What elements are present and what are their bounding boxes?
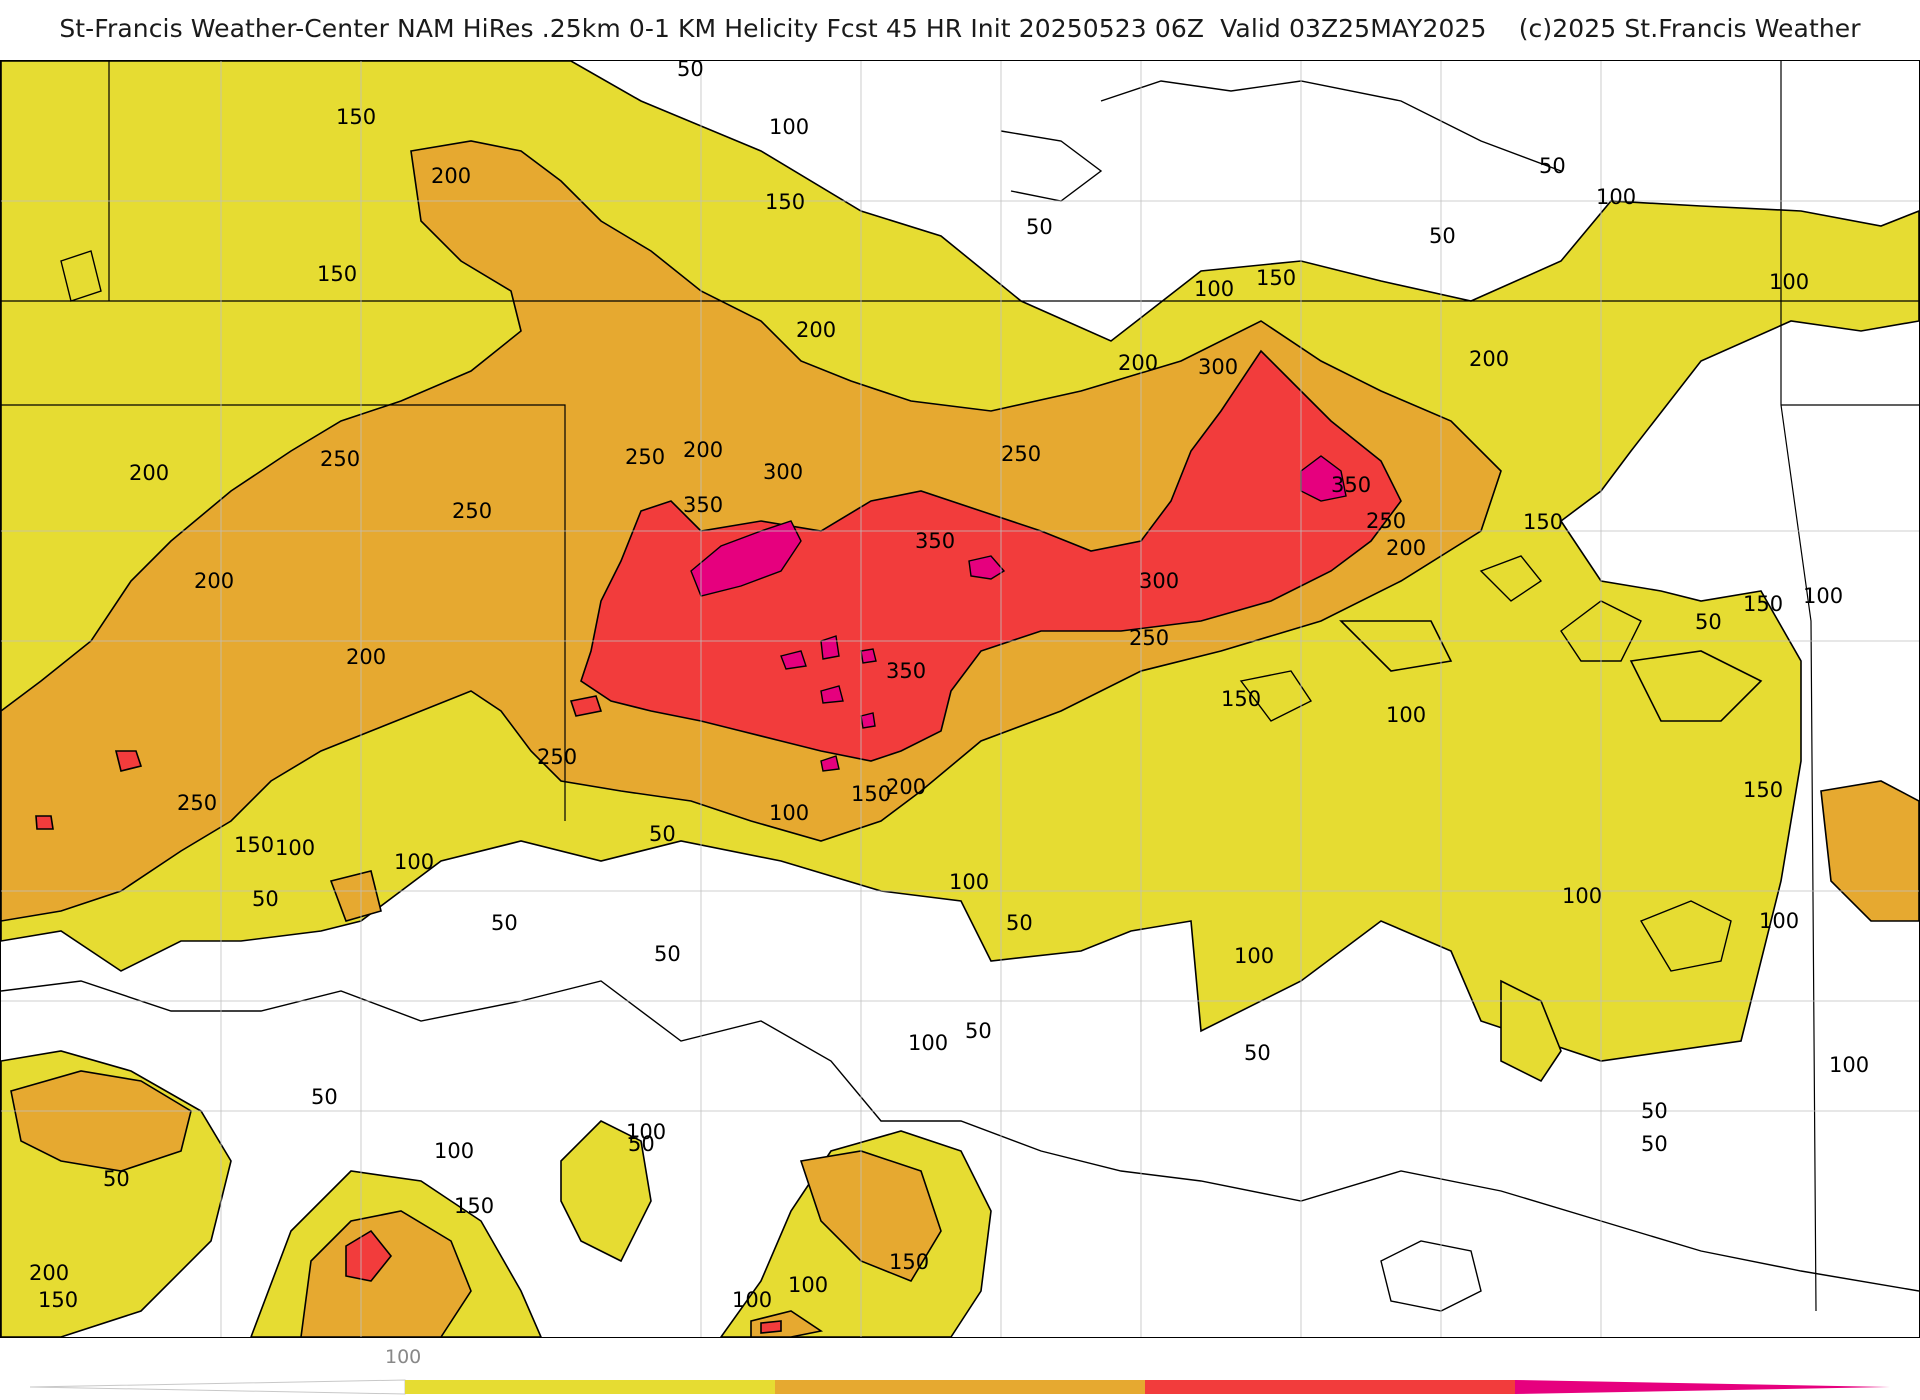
contour-label: 100 — [788, 1273, 828, 1297]
contour-label: 100 — [732, 1288, 772, 1312]
contour-label: 100 — [1803, 584, 1843, 608]
contour-label: 250 — [625, 445, 665, 469]
contour-label: 100 — [434, 1139, 474, 1163]
contour-label: 50 — [252, 887, 279, 911]
contour-label-group: 50 150 100 200 150 150 50 50 50 100 100 … — [29, 61, 1869, 1312]
contour-label: 200 — [1469, 347, 1509, 371]
contour-label: 100 — [1759, 909, 1799, 933]
contour-label: 100 — [1234, 944, 1274, 968]
contour-label: 150 — [454, 1194, 494, 1218]
helicity-band-350 — [690, 455, 1347, 772]
contour-label: 50 — [1026, 215, 1053, 239]
contour-label: 150 — [234, 833, 274, 857]
contour-label: 150 — [1523, 510, 1563, 534]
contour-label: 50 — [311, 1085, 338, 1109]
contour-label: 350 — [915, 529, 955, 553]
contour-label: 50 — [649, 822, 676, 846]
contour-label: 200 — [346, 645, 386, 669]
contour-label: 150 — [851, 782, 891, 806]
contour-label: 350 — [683, 493, 723, 517]
contour-label: 150 — [1743, 592, 1783, 616]
contour-label: 200 — [886, 775, 926, 799]
contour-label: 250 — [177, 791, 217, 815]
state-boundaries — [1, 61, 1919, 1312]
contour-label: 50 — [1006, 911, 1033, 935]
contour-label: 250 — [320, 447, 360, 471]
color-scale-bar — [29, 1379, 1890, 1395]
contour-label: 200 — [796, 318, 836, 342]
contour-label: 100 — [394, 850, 434, 874]
contour-label: 200 — [29, 1261, 69, 1285]
contour-label: 100 — [1386, 703, 1426, 727]
contour-label: 50 — [1244, 1041, 1271, 1065]
contour-label: 100 — [275, 836, 315, 860]
contour-label: 150 — [317, 262, 357, 286]
contour-label: 150 — [336, 105, 376, 129]
contour-label: 250 — [537, 745, 577, 769]
contour-label: 150 — [1743, 778, 1783, 802]
contour-label: 100 — [769, 801, 809, 825]
helicity-map: 50 150 100 200 150 150 50 50 50 100 100 … — [0, 60, 1920, 1338]
contour-label: 250 — [1129, 626, 1169, 650]
contour-label: 50 — [491, 911, 518, 935]
contour-label: 200 — [431, 164, 471, 188]
contour-label: 50 — [1641, 1099, 1668, 1123]
contour-label: 100 — [949, 870, 989, 894]
contour-label: 100 — [1596, 185, 1636, 209]
map-canvas: 50 150 100 200 150 150 50 50 50 100 100 … — [1, 61, 1919, 1337]
contour-label: 100 — [1769, 270, 1809, 294]
contour-label: 200 — [194, 569, 234, 593]
contour-label: 250 — [1001, 442, 1041, 466]
color-scale-band-100 — [405, 1380, 775, 1394]
contour-label: 250 — [452, 499, 492, 523]
contour-label: 300 — [1139, 569, 1179, 593]
contour-label: 350 — [1331, 473, 1371, 497]
contour-label: 50 — [1539, 154, 1566, 178]
contour-label: 100 — [1194, 277, 1234, 301]
contour-label: 100 — [769, 115, 809, 139]
contour-label: 100 — [1829, 1053, 1869, 1077]
contour-label: 150 — [1221, 687, 1261, 711]
contour-label: 350 — [886, 659, 926, 683]
contour-label: 100 — [1562, 884, 1602, 908]
contour-label: 200 — [1118, 351, 1158, 375]
contour-label: 200 — [683, 438, 723, 462]
county-lines — [1, 61, 1919, 1337]
contour-label: 150 — [1256, 266, 1296, 290]
contour-label: 150 — [38, 1288, 78, 1312]
contour-label: 200 — [129, 461, 169, 485]
contour-label: 250 — [1366, 509, 1406, 533]
contour-label: 50 — [1429, 224, 1456, 248]
contour-label: 100 — [908, 1031, 948, 1055]
contour-label: 50 — [103, 1167, 130, 1191]
contour-label: 50 — [965, 1019, 992, 1043]
contour-label: 50 — [654, 942, 681, 966]
map-title: St-Francis Weather-Center NAM HiRes .25k… — [59, 14, 1861, 43]
color-scale-band-low — [29, 1379, 406, 1395]
contour-label: 50 — [677, 61, 704, 81]
contour-label: 50 — [628, 1132, 655, 1156]
color-scale-band-150 — [775, 1380, 1145, 1394]
contour-label: 300 — [1198, 355, 1238, 379]
color-scale-band-350 — [1515, 1380, 1890, 1394]
contour-label: 50 — [1695, 610, 1722, 634]
contour-label: 100 — [626, 1120, 666, 1144]
contour-label: 200 — [1386, 536, 1426, 560]
contour-label: 50 — [1641, 1132, 1668, 1156]
contour-label: 150 — [765, 190, 805, 214]
contour-label: 300 — [763, 460, 803, 484]
color-scale-tick-label: 100 — [385, 1346, 422, 1368]
contour-label: 150 — [889, 1250, 929, 1274]
color-scale-band-250 — [1145, 1380, 1515, 1394]
